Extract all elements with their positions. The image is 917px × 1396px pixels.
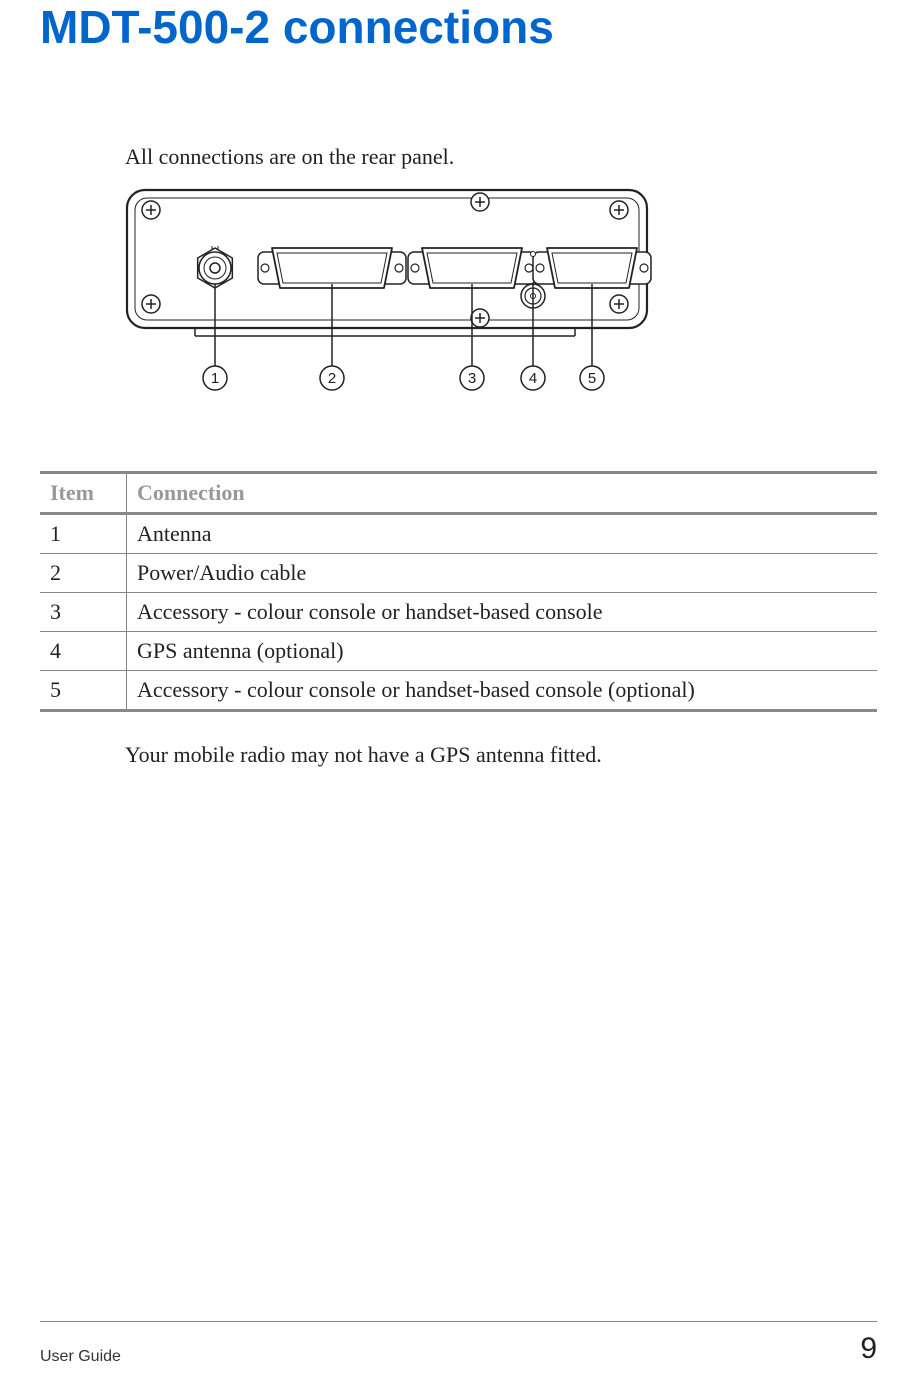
cell-connection: Power/Audio cable: [127, 554, 878, 593]
cell-connection: Accessory - colour console or handset-ba…: [127, 671, 878, 711]
svg-text:1: 1: [211, 370, 219, 387]
cell-item: 4: [40, 632, 127, 671]
table-row: 4 GPS antenna (optional): [40, 632, 877, 671]
cell-item: 1: [40, 514, 127, 554]
footer-page-number: 9: [860, 1332, 877, 1366]
cell-connection: GPS antenna (optional): [127, 632, 878, 671]
table-row: 2 Power/Audio cable: [40, 554, 877, 593]
cell-connection: Accessory - colour console or handset-ba…: [127, 593, 878, 632]
page-title: MDT-500-2 connections: [40, 0, 877, 54]
cell-connection: Antenna: [127, 514, 878, 554]
connections-table: Item Connection 1 Antenna 2 Power/Audio …: [40, 471, 877, 712]
footer-doc-title: User Guide: [40, 1348, 121, 1366]
table-header-row: Item Connection: [40, 473, 877, 514]
header-item: Item: [40, 473, 127, 514]
svg-text:2: 2: [328, 370, 336, 387]
table-row: 5 Accessory - colour console or handset-…: [40, 671, 877, 711]
page-footer: User Guide 9: [40, 1321, 877, 1366]
cell-item: 5: [40, 671, 127, 711]
svg-text:5: 5: [588, 370, 596, 387]
intro-text: All connections are on the rear panel.: [125, 144, 877, 170]
table-row: 1 Antenna: [40, 514, 877, 554]
cell-item: 3: [40, 593, 127, 632]
table-row: 3 Accessory - colour console or handset-…: [40, 593, 877, 632]
header-connection: Connection: [127, 473, 878, 514]
rear-panel-diagram: 1 2 3 4 5: [125, 188, 877, 411]
svg-text:4: 4: [529, 370, 537, 387]
cell-item: 2: [40, 554, 127, 593]
svg-text:3: 3: [468, 370, 476, 387]
note-text: Your mobile radio may not have a GPS ant…: [125, 742, 877, 768]
